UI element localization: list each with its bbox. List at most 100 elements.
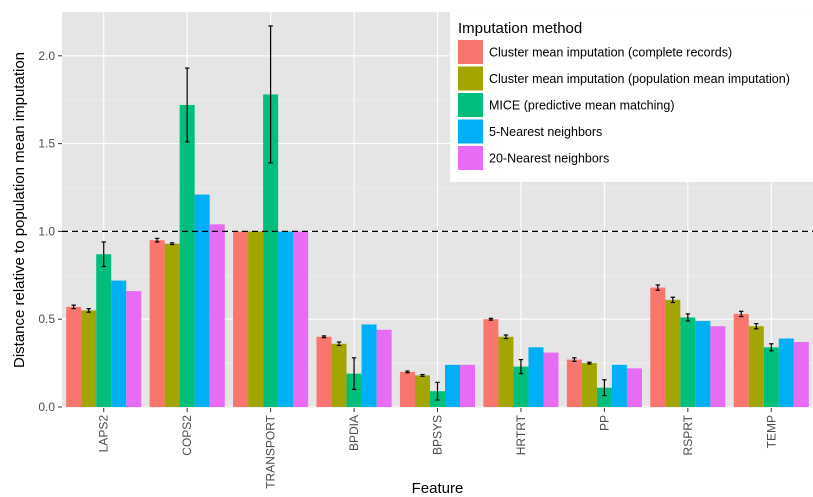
bar: [194, 194, 210, 407]
y-axis-ticks: 0.0 0.5 1.0 1.5 2.0: [38, 49, 62, 414]
legend-title: Imputation method: [458, 20, 582, 37]
y-tick-label: 1.5: [38, 137, 55, 151]
y-tick-label: 1.0: [38, 224, 55, 238]
legend-item: 5-Nearest neighbors: [458, 119, 602, 144]
error-bar: [268, 25, 273, 164]
bar: [209, 224, 225, 407]
x-axis-ticks: LAPS2 COPS2 TRANSPORT BPDIA BPSYS HRTRT PP RSPR…: [97, 408, 778, 489]
error-bar: [754, 322, 759, 330]
legend-swatch: [458, 146, 483, 170]
y-axis-title: Distance relative to population mean imp…: [11, 52, 28, 368]
bar: [748, 326, 764, 407]
bar: [680, 317, 696, 407]
error-bar: [71, 304, 76, 310]
bar: [399, 371, 415, 407]
error-bar: [420, 373, 425, 377]
legend-label: Cluster mean imputation (complete record…: [489, 46, 732, 60]
legend-swatch: [458, 93, 483, 117]
bar: [316, 336, 332, 407]
x-axis-title: Feature: [412, 480, 464, 497]
bar: [650, 287, 666, 407]
error-bar: [154, 237, 160, 243]
x-tick-label: PP: [597, 415, 611, 431]
bar: [483, 319, 499, 407]
bar: [528, 347, 544, 407]
bar: [248, 231, 264, 407]
bar: [778, 338, 794, 407]
legend-label: 20-Nearest neighbors: [489, 152, 609, 166]
error-bar: [739, 310, 744, 318]
x-tick-label: HRTRT: [514, 414, 528, 455]
bar: [111, 280, 127, 407]
bar: [665, 299, 681, 407]
bars: [66, 94, 809, 407]
error-bar: [336, 341, 342, 347]
error-bar: [602, 379, 607, 397]
bar: [626, 368, 642, 407]
x-tick-label: TRANSPORT: [264, 414, 278, 488]
error-bar: [572, 357, 577, 362]
x-tick-label: BPSYS: [431, 415, 445, 455]
bar: [414, 375, 430, 407]
bar: [66, 306, 82, 407]
bar: [293, 231, 309, 407]
x-tick-label: RSPRT: [681, 414, 695, 455]
legend: Imputation method Cluster mean imputatio…: [450, 12, 813, 182]
error-bar: [503, 334, 509, 340]
legend-item: Cluster mean imputation (complete record…: [458, 40, 732, 64]
bar: [149, 240, 165, 407]
error-bar: [435, 381, 440, 401]
bar: [460, 364, 476, 407]
error-bar: [321, 335, 327, 339]
legend-item: 20-Nearest neighbors: [458, 146, 609, 170]
bar: [596, 387, 612, 407]
bar: [164, 243, 180, 407]
x-tick-label: BPDIA: [347, 415, 361, 451]
error-bar: [86, 308, 91, 313]
error-bar: [488, 317, 494, 321]
bar: [581, 363, 597, 407]
error-bar: [655, 284, 660, 291]
y-tick-label: 2.0: [38, 49, 55, 63]
bar: [376, 329, 392, 407]
bar: [543, 352, 559, 407]
legend-swatch: [458, 40, 483, 64]
legend-background: [450, 12, 813, 182]
y-tick-label: 0.0: [38, 400, 55, 414]
bar: [695, 320, 711, 407]
legend-label: 5-Nearest neighbors: [489, 125, 602, 139]
legend-swatch: [458, 119, 483, 144]
bar: [498, 336, 514, 407]
bar: [566, 359, 582, 407]
bar: [81, 310, 97, 407]
bar: [346, 373, 362, 407]
y-tick-label: 0.5: [38, 312, 55, 326]
bar: [763, 347, 779, 407]
error-bar: [184, 67, 190, 143]
error-bar: [169, 242, 175, 246]
bar: [233, 231, 249, 407]
error-bar: [587, 361, 592, 365]
bar: [513, 366, 529, 407]
error-bars: [71, 25, 774, 401]
error-bar: [351, 357, 357, 391]
bar: [96, 254, 112, 407]
x-tick-label: COPS2: [180, 415, 194, 456]
bar: [126, 291, 142, 407]
bar: [445, 364, 461, 407]
bar: [793, 342, 809, 407]
legend-label: Cluster mean imputation (population mean…: [489, 72, 790, 86]
x-tick-label: TEMP: [764, 415, 778, 448]
error-bar: [670, 296, 676, 304]
legend-label: MICE (predictive mean matching): [489, 99, 674, 113]
legend-item: Cluster mean imputation (population mean…: [458, 66, 790, 91]
bar: [611, 364, 627, 407]
bar: [179, 104, 195, 407]
error-bar: [518, 358, 524, 375]
bar: [263, 94, 279, 407]
bar: [331, 343, 347, 407]
x-tick-label: LAPS2: [97, 415, 111, 453]
bar: [733, 313, 749, 407]
bar: [278, 231, 294, 407]
